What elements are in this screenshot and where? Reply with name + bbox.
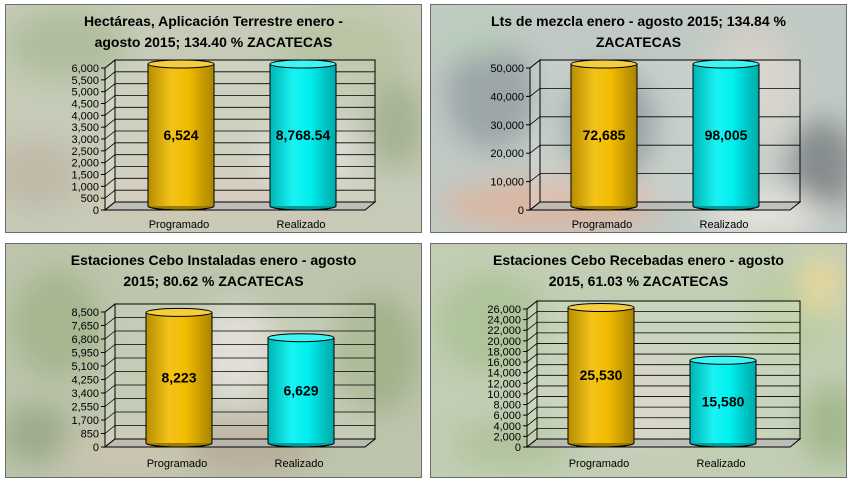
c4-gridline (526, 300, 800, 310)
c2-y-tick-label: 20,000 (490, 148, 524, 160)
chart-panel-4: 0 2,000 4,000 6,000 8,000 10,000 12,000 14,000 1… (430, 243, 847, 478)
c3-category-label-realizado: Realizado (275, 458, 324, 470)
c3-y-tick-label: 6,800 (71, 334, 99, 346)
c4-category-label-realizado: Realizado (697, 458, 746, 470)
c4-bar-programado (567, 302, 635, 448)
c3-y-tick-label: 0 (93, 442, 99, 454)
c3-bar-realizado (267, 333, 335, 448)
c4-y-tick-label: 6,000 (493, 410, 521, 422)
c3-y-tick-label: 7,650 (71, 321, 99, 333)
c1-y-tick-label: 3,500 (71, 122, 99, 134)
c4-y-tick-label: 4,000 (493, 421, 521, 433)
c1-category-label-programado: Programado (149, 219, 210, 231)
c4-gridline (526, 311, 800, 320)
c3-y-tick-label: 5,100 (71, 361, 99, 373)
c1-y-tick-label: 1,500 (71, 170, 99, 182)
c3-gridline (104, 303, 375, 313)
c4-gridline (526, 353, 800, 363)
c3-y-tick-label: 2,550 (71, 402, 99, 414)
c4-y-tick-label: 24,000 (487, 315, 521, 327)
c4-gridline (526, 343, 800, 352)
c4-y-tick-label: 0 (515, 442, 521, 454)
c2-category-label-realizado: Realizado (700, 219, 749, 231)
chart-panel-2: 0 10,000 20,000 30,000 40,000 50,000 72,685 Pro… (430, 4, 847, 233)
c4-y-tick-label: 20,000 (487, 336, 521, 348)
c2-bar-programado (570, 59, 638, 211)
c1-y-tick-label: 4,500 (71, 99, 99, 111)
c3-y-tick-label: 8,500 (71, 307, 99, 319)
c4-y-tick-label: 2,000 (493, 431, 521, 443)
c1-category-label-realizado: Realizado (277, 219, 326, 231)
c2-y-tick-label: 0 (518, 205, 524, 217)
c2-data-label-programado: 72,685 (583, 127, 626, 143)
c4-data-label-programado: 25,530 (580, 367, 623, 383)
chart-title-4: Estaciones Cebo Recebadas enero - agosto… (493, 252, 784, 289)
c1-bar-programado (147, 59, 215, 211)
chart-title-3: Estaciones Cebo Instaladas enero - agost… (70, 252, 357, 289)
chart-canvas-4: 02,0004,0006,0008,00010,00012,00014,0001… (431, 244, 846, 477)
c3-y-tick-label: 1,700 (71, 415, 99, 427)
c1-y-tick-label: 0 (93, 205, 99, 217)
c1-y-tick-label: 500 (81, 193, 99, 205)
c1-y-tick-label: 2,000 (71, 158, 99, 170)
c1-y-tick-label: 4,000 (71, 110, 99, 122)
chart-canvas-1: 05001,0001,5002,0002,5003,0003,5004,0004… (6, 5, 421, 232)
c3-y-tick-label: 4,250 (71, 375, 99, 387)
c4-y-tick-label: 14,000 (487, 368, 521, 380)
c3-background-photo (6, 244, 421, 477)
c1-y-tick-label: 6,000 (71, 63, 99, 75)
c4-bar-realizado (689, 355, 757, 448)
c2-y-tick-label: 10,000 (490, 177, 524, 189)
c2-y-tick-label: 30,000 (490, 120, 524, 132)
c1-data-label-realizado: 8,768.54 (276, 127, 331, 143)
c2-category-label-programado: Programado (572, 219, 633, 231)
c1-y-tick-label: 5,500 (71, 75, 99, 87)
c3-category-label-programado: Programado (147, 458, 208, 470)
c4-y-tick-label: 26,000 (487, 304, 521, 316)
c4-y-tick-label: 10,000 (487, 389, 521, 401)
c2-background-photo (431, 5, 846, 232)
c4-y-tick-label: 12,000 (487, 378, 521, 390)
chart-panel-3: 0 850 1,700 2,550 3,400 4,250 5,100 5,950 6,800 7… (5, 243, 422, 478)
c4-data-label-realizado: 15,580 (702, 394, 745, 410)
c1-y-tick-label: 5,000 (71, 87, 99, 99)
c4-y-tick-label: 16,000 (487, 357, 521, 369)
c3-y-tick-label: 850 (81, 429, 99, 441)
c4-gridline (526, 332, 800, 342)
c1-y-tick-label: 1,000 (71, 181, 99, 193)
c2-y-tick-label: 50,000 (490, 63, 524, 75)
chart-panel-1: 0 500 1,000 1,500 2,000 2,500 3,000 3,500 4,000 4… (5, 4, 422, 233)
c3-y-tick-label: 3,400 (71, 388, 99, 400)
c4-y-tick-label: 18,000 (487, 346, 521, 358)
c3-data-label-realizado: 6,629 (283, 382, 318, 398)
c3-gridline (104, 317, 375, 326)
chart-canvas-2: 0 10,000 20,000 30,000 40,000 50,000 72,685 Pro… (431, 5, 846, 232)
c3-y-tick-label: 5,950 (71, 348, 99, 360)
c2-bar-realizado (692, 59, 760, 211)
c1-y-tick-label: 3,000 (71, 134, 99, 146)
c4-y-tick-label: 22,000 (487, 325, 521, 337)
c4-background-photo (431, 244, 846, 477)
c3-bar-programado (145, 307, 213, 448)
c3-data-label-programado: 8,223 (161, 370, 196, 386)
c1-bar-realizado (269, 59, 337, 211)
c1-y-tick-label: 2,500 (71, 146, 99, 158)
c4-category-label-programado: Programado (569, 458, 630, 470)
chart-title-2: Lts de mezcla enero - agosto 2015; 134.8… (491, 13, 786, 50)
c3-gridline (104, 330, 375, 340)
c2-y-tick-label: 40,000 (490, 91, 524, 103)
chart-title-1: Hectáreas, Aplicación Terrestre enero - … (83, 13, 344, 50)
c4-gridline (526, 321, 800, 331)
c1-data-label-programado: 6,524 (163, 127, 198, 143)
c2-data-label-realizado: 98,005 (705, 127, 748, 143)
c4-y-tick-label: 8,000 (493, 400, 521, 412)
